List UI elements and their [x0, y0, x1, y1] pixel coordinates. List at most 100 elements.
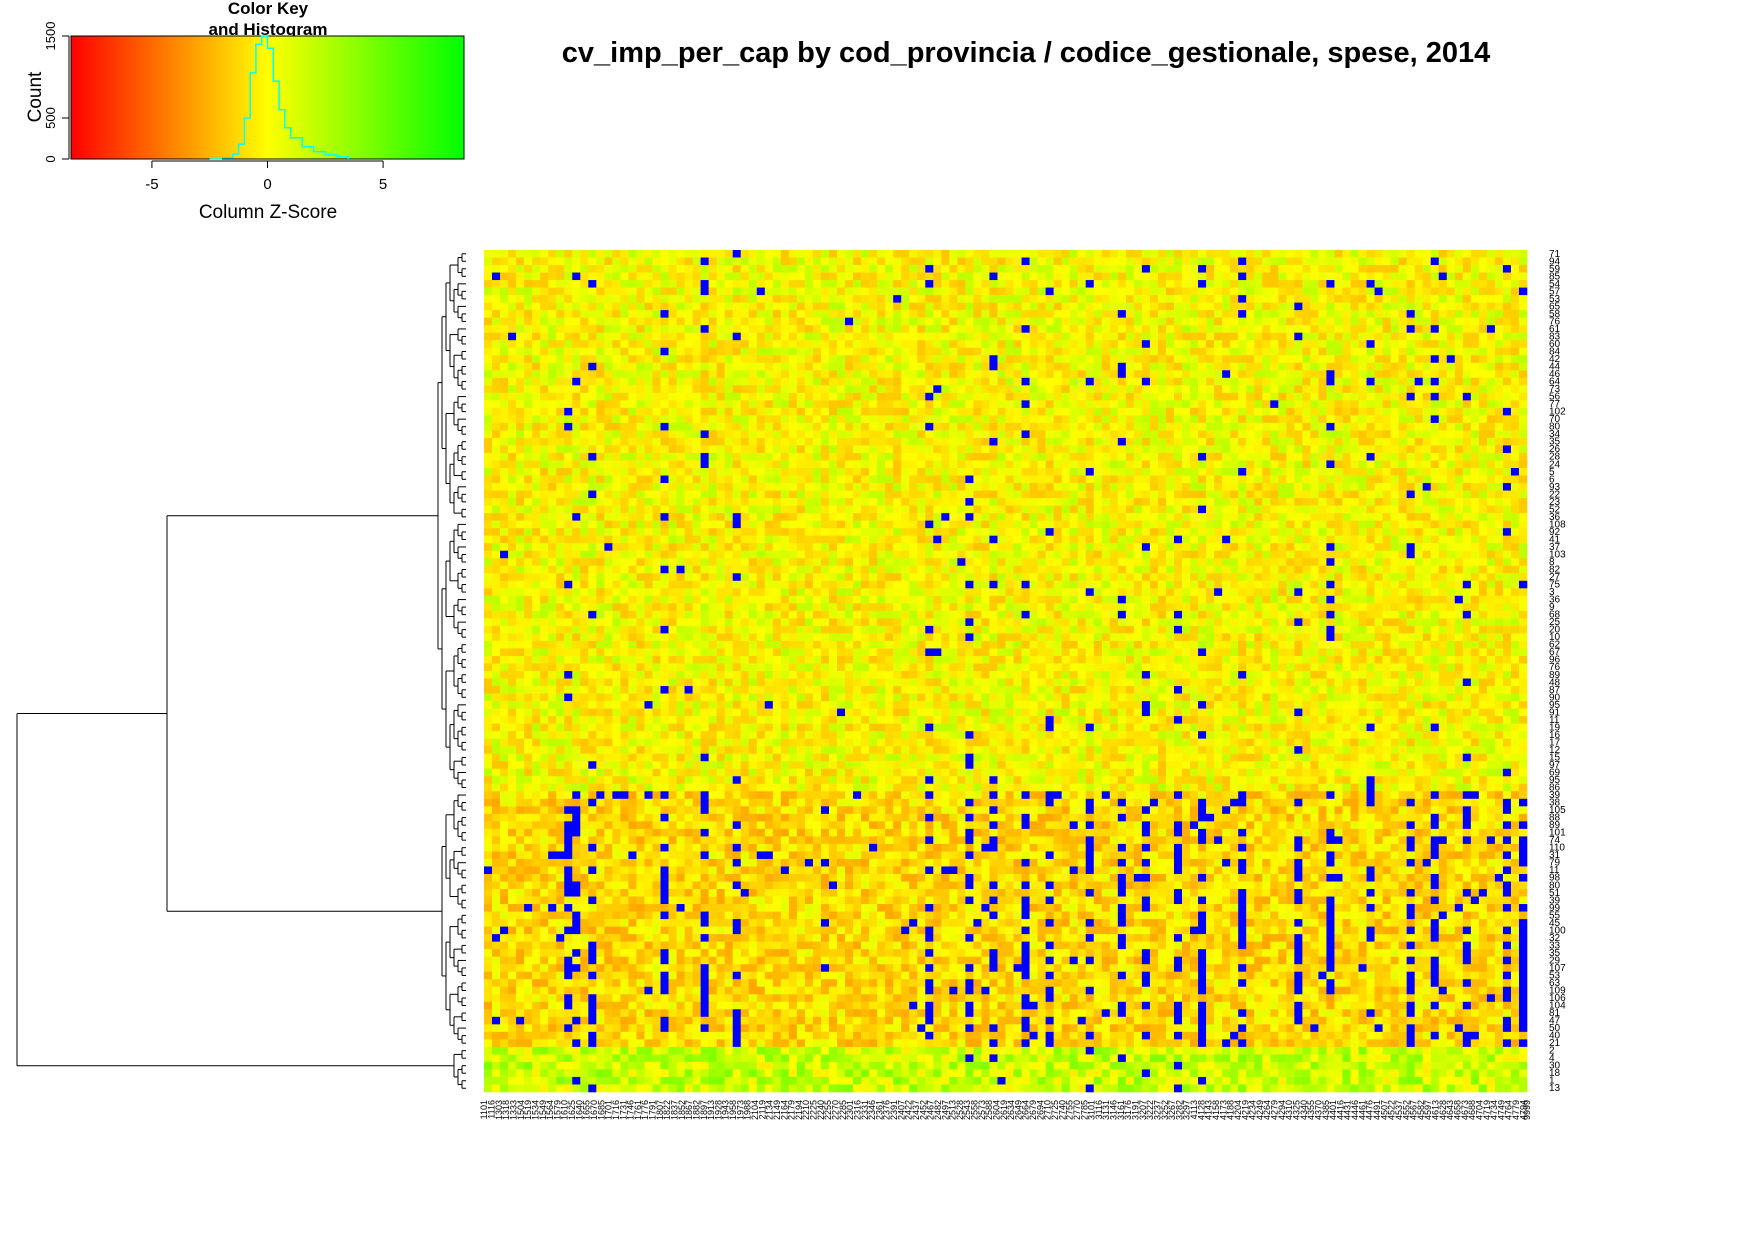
heatmap-cell	[941, 295, 949, 303]
heatmap-cell	[1022, 430, 1030, 438]
heatmap-cell	[1471, 363, 1479, 371]
heatmap-cell	[1054, 273, 1062, 281]
heatmap-cell	[1367, 438, 1375, 446]
heatmap-cell	[1174, 393, 1182, 401]
heatmap-cell	[845, 483, 853, 491]
heatmap-cell	[853, 370, 861, 378]
heatmap-cell	[709, 288, 717, 296]
heatmap-cell	[805, 333, 813, 341]
heatmap-cell	[885, 303, 893, 311]
heatmap-cell	[861, 288, 869, 296]
heatmap-cell	[1150, 415, 1158, 423]
heatmap-cell	[709, 325, 717, 333]
heatmap-cell	[765, 258, 773, 266]
heatmap-cell	[1230, 340, 1238, 348]
heatmap-cell	[709, 430, 717, 438]
heatmap-cell	[669, 325, 677, 333]
heatmap-cell	[669, 393, 677, 401]
heatmap-cell	[941, 385, 949, 393]
heatmap-cell	[1310, 355, 1318, 363]
heatmap-cell	[949, 370, 957, 378]
heatmap-cell	[877, 513, 885, 521]
heatmap-cell	[685, 370, 693, 378]
heatmap-cell	[1014, 333, 1022, 341]
heatmap-cell	[1102, 476, 1110, 484]
heatmap-cell	[1206, 295, 1214, 303]
heatmap-cell	[644, 265, 652, 273]
heatmap-cell	[869, 310, 877, 318]
heatmap-cell	[1495, 491, 1503, 499]
heatmap-cell	[789, 408, 797, 416]
heatmap-cell	[1110, 445, 1118, 453]
heatmap-cell	[1254, 333, 1262, 341]
heatmap-cell	[1471, 506, 1479, 514]
heatmap-cell	[1350, 318, 1358, 326]
heatmap-cell	[1222, 303, 1230, 311]
heatmap-cell	[612, 348, 620, 356]
heatmap-cell	[1182, 468, 1190, 476]
heatmap-cell	[1367, 288, 1375, 296]
heatmap-cell	[1479, 445, 1487, 453]
heatmap-cell	[1471, 385, 1479, 393]
heatmap-cell	[508, 453, 516, 461]
heatmap-cell	[845, 318, 853, 326]
heatmap-cell	[1198, 461, 1206, 469]
heatmap-cell	[669, 340, 677, 348]
heatmap-cell	[877, 363, 885, 371]
heatmap-cell	[1383, 378, 1391, 386]
heatmap-cell	[1222, 476, 1230, 484]
heatmap-cell	[1270, 370, 1278, 378]
heatmap-cell	[877, 288, 885, 296]
heatmap-cell	[1278, 288, 1286, 296]
heatmap-cell	[548, 385, 556, 393]
heatmap-cell	[1086, 423, 1094, 431]
heatmap-cell	[781, 258, 789, 266]
heatmap-cell	[516, 513, 524, 521]
heatmap-cell	[917, 303, 925, 311]
heatmap-cell	[596, 340, 604, 348]
heatmap-cell	[1455, 378, 1463, 386]
heatmap-cell	[1391, 318, 1399, 326]
heatmap-cell	[556, 303, 564, 311]
heatmap-cell	[548, 483, 556, 491]
heatmap-cell	[580, 415, 588, 423]
heatmap-cell	[685, 483, 693, 491]
heatmap-cell	[1198, 273, 1206, 281]
heatmap-cell	[572, 355, 580, 363]
heatmap-cell	[1294, 318, 1302, 326]
heatmap-cell	[612, 506, 620, 514]
heatmap-cell	[821, 378, 829, 386]
heatmap-cell	[661, 310, 669, 318]
heatmap-cell	[628, 385, 636, 393]
heatmap-cell	[1230, 325, 1238, 333]
heatmap-cell	[572, 483, 580, 491]
heatmap-cell	[1038, 363, 1046, 371]
heatmap-cell	[741, 355, 749, 363]
heatmap-cell	[821, 333, 829, 341]
heatmap-cell	[1310, 288, 1318, 296]
heatmap-cell	[1367, 303, 1375, 311]
heatmap-cell	[917, 400, 925, 408]
heatmap-cell	[933, 265, 941, 273]
heatmap-cell	[813, 408, 821, 416]
heatmap-cell	[781, 415, 789, 423]
heatmap-cell	[644, 280, 652, 288]
heatmap-cell	[1230, 288, 1238, 296]
heatmap-cell	[669, 370, 677, 378]
heatmap-cell	[853, 333, 861, 341]
heatmap-cell	[781, 483, 789, 491]
heatmap-cell	[1118, 363, 1126, 371]
heatmap-cell	[548, 453, 556, 461]
heatmap-cell	[901, 370, 909, 378]
heatmap-cell	[1375, 430, 1383, 438]
heatmap-cell	[532, 400, 540, 408]
heatmap-cell	[564, 355, 572, 363]
heatmap-cell	[1142, 445, 1150, 453]
heatmap-cell	[773, 295, 781, 303]
heatmap-cell	[1190, 468, 1198, 476]
heatmap-cell	[821, 340, 829, 348]
heatmap-cell	[773, 325, 781, 333]
heatmap-cell	[757, 325, 765, 333]
heatmap-cell	[1094, 468, 1102, 476]
heatmap-cell	[989, 453, 997, 461]
